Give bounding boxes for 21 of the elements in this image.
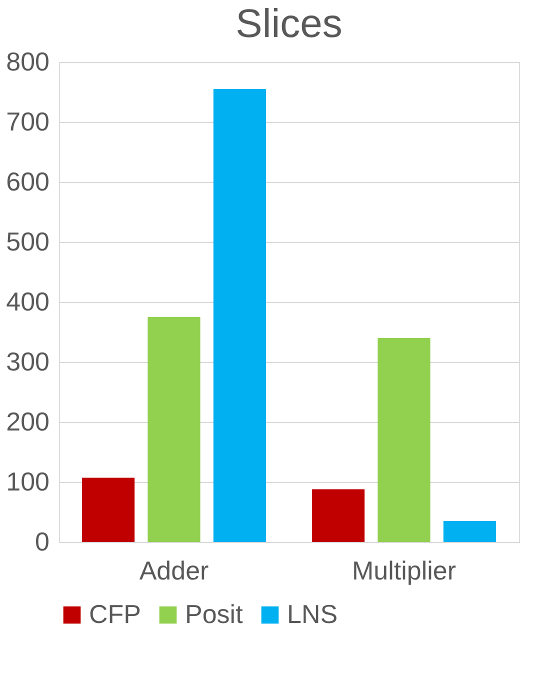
- bar: [213, 89, 266, 542]
- bar: [148, 317, 200, 542]
- chart-title: Slices: [236, 2, 342, 46]
- y-tick-label: 200: [6, 406, 50, 436]
- y-tick-label: 500: [6, 226, 50, 256]
- y-tick-label: 100: [6, 466, 50, 496]
- y-tick-label: 800: [6, 46, 50, 76]
- y-tick-label: 300: [6, 346, 50, 376]
- bar: [312, 489, 365, 542]
- x-tick-label: Multiplier: [352, 556, 456, 586]
- y-tick-label: 700: [6, 106, 50, 136]
- legend-label: LNS: [287, 599, 338, 629]
- legend-label: CFP: [89, 599, 141, 629]
- legend-label: Posit: [185, 599, 244, 629]
- bar: [82, 478, 135, 542]
- y-tick-label: 0: [35, 526, 50, 556]
- bar: [378, 338, 430, 542]
- x-tick-label: Adder: [139, 556, 210, 586]
- y-tick-label: 400: [6, 286, 50, 316]
- bar: [443, 521, 496, 542]
- y-tick-label: 600: [6, 166, 50, 196]
